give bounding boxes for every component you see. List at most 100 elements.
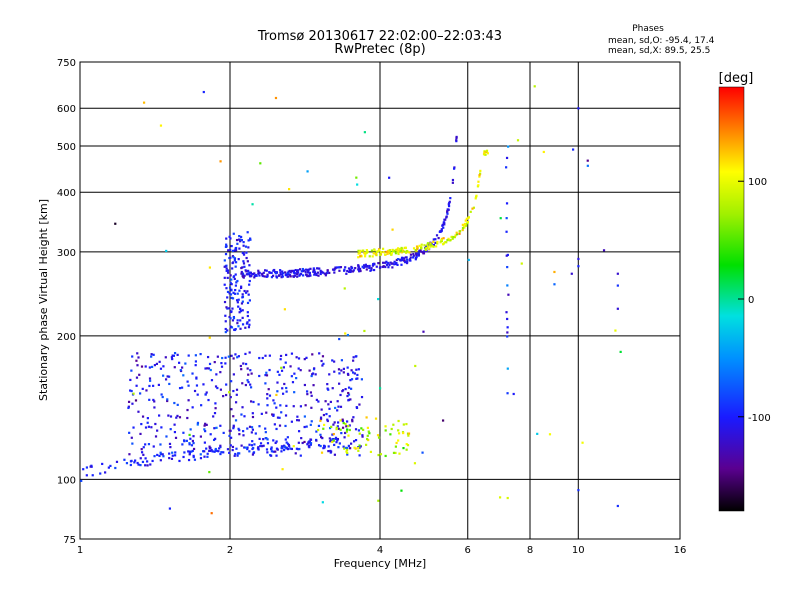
scatter-point	[309, 438, 312, 441]
scatter-point	[241, 323, 245, 326]
scatter-point	[391, 228, 394, 231]
scatter-point	[438, 230, 441, 233]
scatter-point	[416, 247, 419, 250]
scatter-point	[366, 437, 369, 441]
scatter-point	[401, 259, 404, 262]
scatter-point	[313, 367, 316, 370]
scatter-point	[266, 397, 269, 400]
scatter-point	[239, 238, 242, 241]
scatter-point	[265, 411, 268, 414]
scatter-point	[275, 447, 279, 450]
scatter-point	[270, 448, 273, 451]
scatter-point	[424, 245, 428, 248]
scatter-point	[265, 374, 269, 377]
scatter-point	[505, 217, 508, 220]
scatter-point	[206, 455, 209, 458]
scatter-point	[442, 242, 445, 245]
scatter-point	[371, 255, 374, 258]
scatter-point	[322, 362, 325, 365]
scatter-point	[146, 417, 149, 420]
scatter-point	[290, 420, 293, 423]
scatter-point	[368, 432, 371, 435]
scatter-point	[302, 269, 306, 272]
scatter-point	[166, 399, 169, 403]
scatter-point	[239, 309, 242, 313]
scatter-point	[224, 314, 227, 317]
scatter-point	[199, 352, 202, 356]
scatter-point	[327, 403, 330, 406]
scatter-point	[332, 423, 335, 426]
scatter-point	[616, 307, 619, 310]
scatter-point	[249, 237, 252, 240]
scatter-point	[248, 299, 251, 302]
scatter-point	[229, 293, 233, 296]
scatter-point	[407, 432, 411, 435]
scatter-point	[317, 400, 320, 403]
scatter-point	[335, 426, 338, 429]
y-tick-label: 300	[57, 248, 76, 259]
scatter-point	[144, 365, 147, 368]
scatter-point	[461, 227, 465, 230]
scatter-point	[418, 244, 421, 247]
scatter-point	[404, 246, 407, 249]
scatter-point	[430, 243, 433, 246]
scatter-point	[151, 459, 154, 463]
scatter-point	[182, 431, 185, 434]
scatter-point	[344, 266, 347, 269]
scatter-point	[246, 290, 249, 293]
scatter-point	[173, 351, 177, 355]
scatter-point	[360, 378, 363, 381]
scatter-point	[397, 252, 400, 256]
scatter-point	[283, 445, 286, 448]
scatter-point	[347, 393, 351, 396]
chart-subtitle: RwPretec (8p)	[334, 42, 425, 57]
scatter-point	[235, 388, 239, 391]
scatter-point	[171, 354, 174, 357]
scatter-point	[219, 452, 222, 456]
scatter-point	[353, 372, 356, 375]
scatter-point	[397, 249, 400, 252]
scatter-point	[397, 432, 401, 435]
scatter-point	[376, 434, 380, 437]
scatter-point	[377, 297, 380, 301]
scatter-point	[228, 307, 231, 310]
scatter-point	[309, 274, 312, 277]
scatter-point	[423, 244, 426, 247]
scatter-point	[211, 450, 214, 453]
scatter-point	[278, 416, 281, 419]
scatter-point	[385, 263, 388, 266]
scatter-point	[226, 269, 230, 272]
scatter-point	[225, 267, 228, 270]
scatter-point	[386, 249, 390, 252]
scatter-point	[344, 446, 347, 450]
scatter-point	[506, 253, 509, 257]
scatter-point	[448, 201, 451, 205]
scatter-point	[244, 362, 248, 366]
scatter-point	[347, 391, 350, 395]
scatter-point	[307, 270, 310, 273]
scatter-point	[320, 408, 323, 411]
scatter-point	[260, 412, 263, 415]
scatter-point	[234, 249, 238, 252]
scatter-point	[296, 269, 299, 273]
scatter-point	[384, 429, 387, 432]
scatter-point	[286, 275, 289, 278]
scatter-point	[400, 256, 404, 260]
scatter-point	[342, 371, 345, 374]
scatter-point	[232, 275, 235, 279]
scatter-point	[170, 457, 174, 460]
scatter-point	[309, 391, 313, 394]
scatter-point	[136, 364, 139, 367]
colorbar-tick-label: 100	[748, 177, 767, 188]
scatter-point	[225, 287, 228, 290]
scatter-point	[212, 415, 215, 418]
scatter-point	[458, 232, 461, 235]
scatter-point	[240, 368, 243, 371]
scatter-point	[464, 219, 467, 222]
scatter-point	[231, 307, 234, 310]
scatter-point	[154, 422, 157, 426]
scatter-point	[133, 461, 136, 464]
scatter-point	[377, 499, 380, 502]
colorbar-tick-label: -100	[748, 413, 771, 424]
scatter-point	[114, 466, 117, 470]
